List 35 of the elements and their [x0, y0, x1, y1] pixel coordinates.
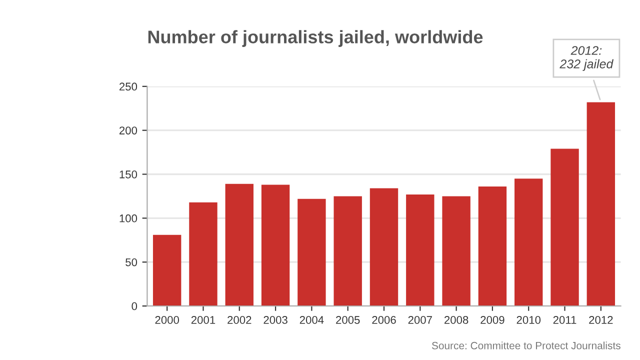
y-tick-label: 50: [126, 258, 138, 266]
y-tick-label: 100: [120, 214, 138, 222]
bar: [334, 196, 362, 306]
x-tick-label: 2004: [300, 316, 324, 324]
bar: [478, 186, 507, 306]
bar: [261, 184, 290, 306]
bar: [442, 196, 470, 306]
x-tick-label: 2007: [408, 316, 432, 324]
bar: [225, 184, 254, 306]
x-tick-label: 2011: [553, 316, 576, 324]
x-tick-label: 2005: [336, 316, 360, 324]
bar: [298, 198, 326, 306]
annotation: 2012: 232 jailed: [560, 46, 614, 71]
x-tick-label: 2000: [155, 316, 180, 324]
y-tick-label: 200: [120, 126, 138, 134]
bar: [550, 148, 579, 306]
x-tick-label: 2003: [264, 316, 288, 324]
bar: [370, 188, 398, 306]
x-tick-label: 2009: [480, 316, 504, 324]
y-tick-label: 150: [120, 170, 138, 178]
x-tick-label: 2006: [372, 316, 396, 324]
source-note: Source: Committee to Protect Journalists: [432, 342, 620, 350]
bar: [514, 178, 543, 306]
bar: [152, 234, 182, 306]
y-tick-label: 250: [120, 82, 138, 91]
bar: [406, 194, 434, 306]
x-tick-label: 2008: [444, 316, 468, 324]
bar: [189, 202, 218, 306]
bar: [586, 102, 616, 306]
x-tick-label: 2012: [589, 316, 613, 324]
y-tick-label: 0: [132, 302, 138, 310]
x-tick-label: 2010: [516, 316, 541, 324]
x-tick-label: 2002: [228, 316, 252, 324]
chart-title: Number of journalists jailed, worldwide: [148, 30, 483, 47]
x-tick-label: 2001: [191, 316, 216, 324]
